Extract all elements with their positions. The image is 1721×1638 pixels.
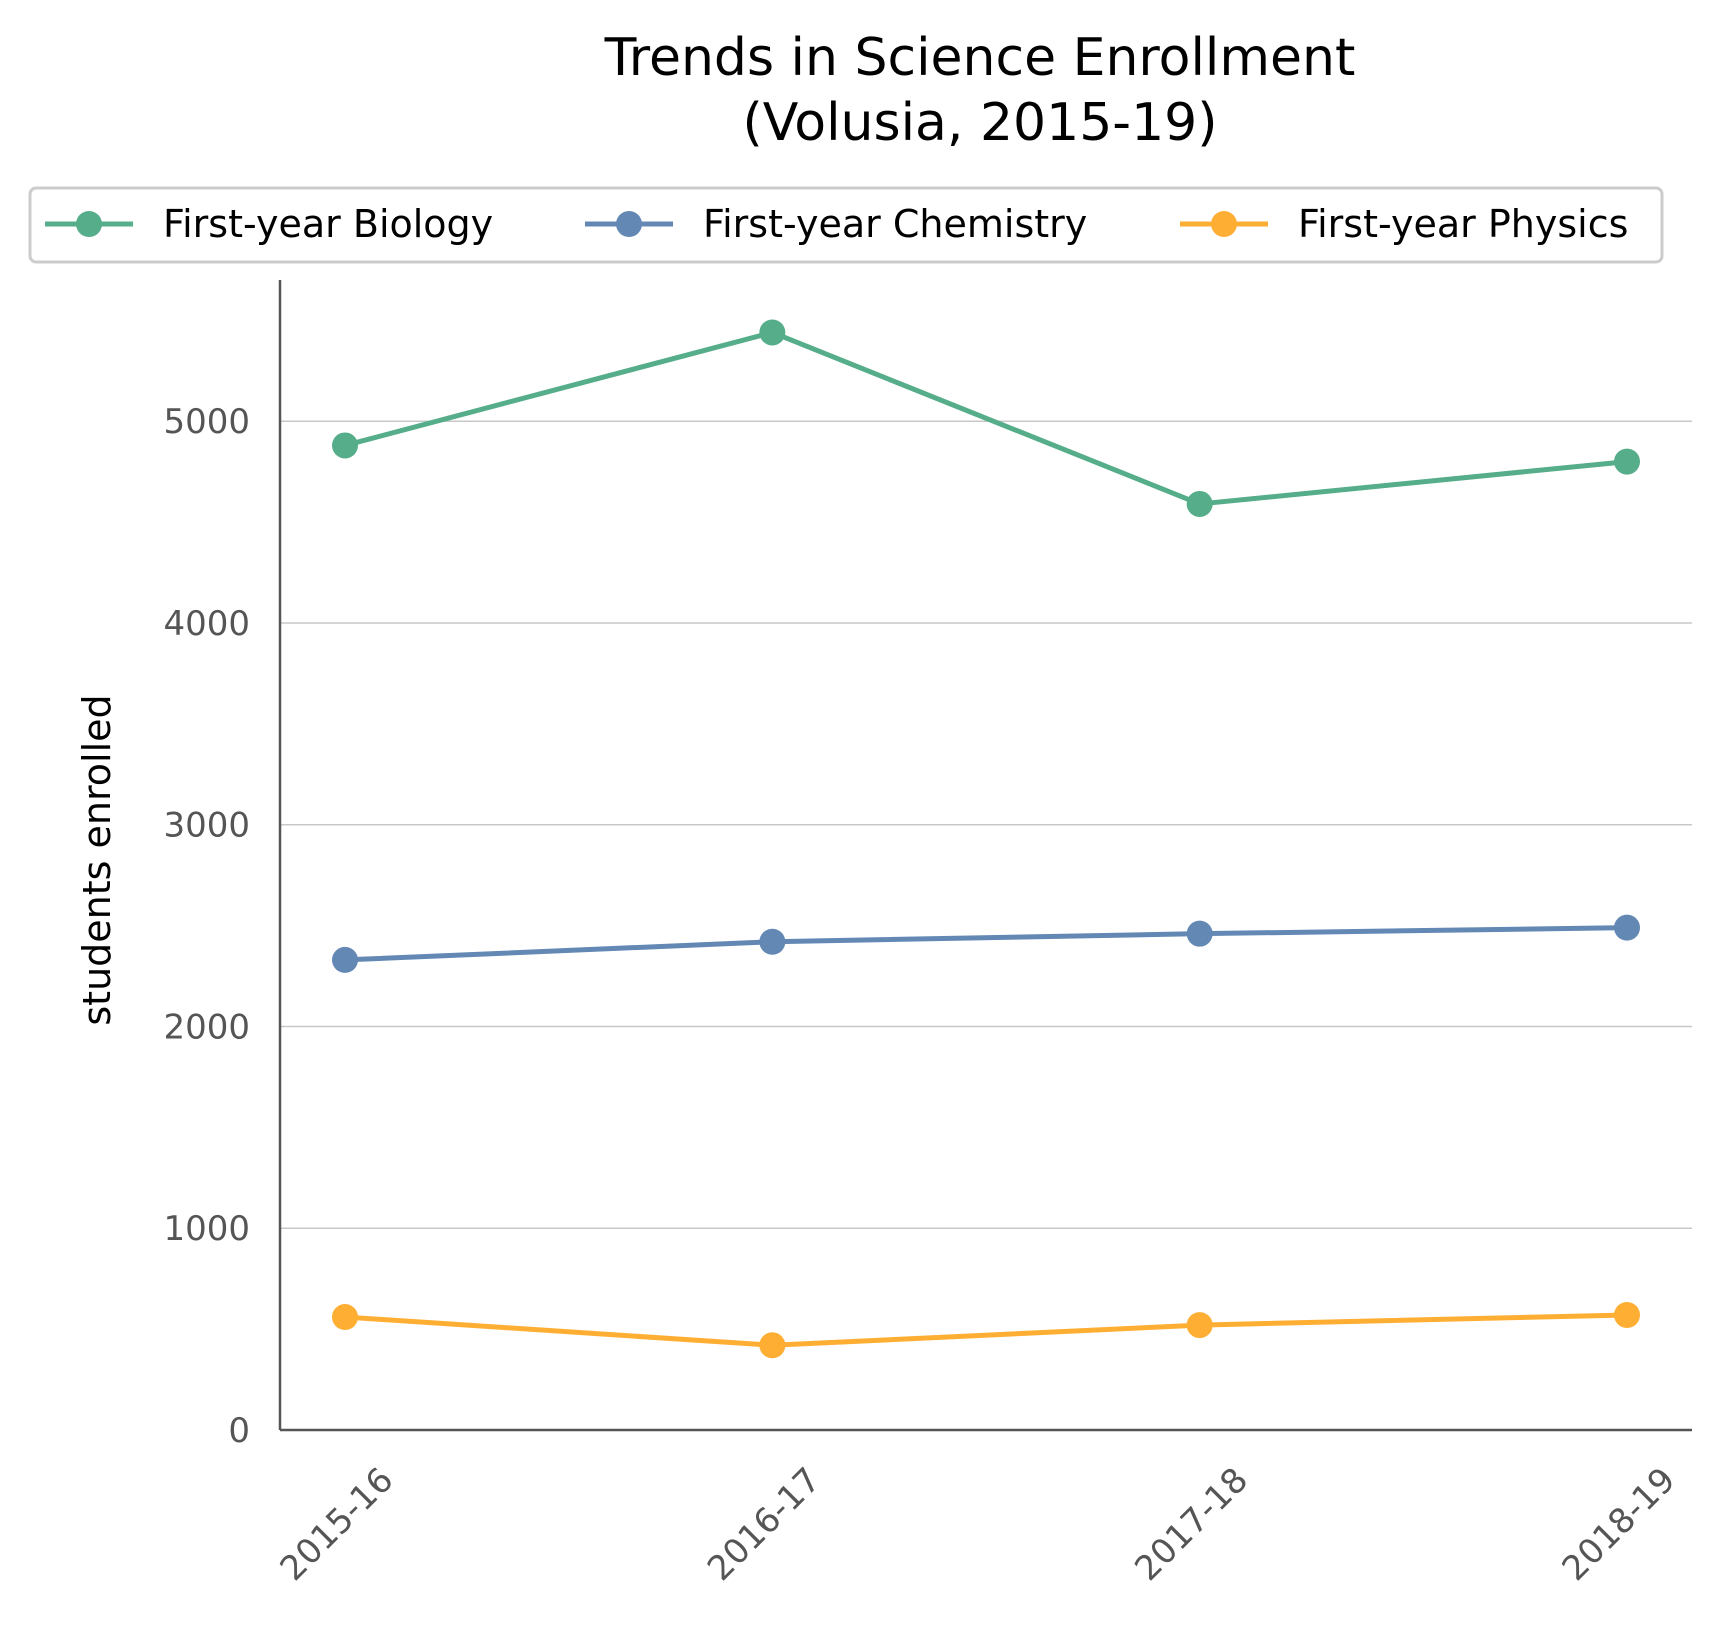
data-point [332,1304,358,1331]
x-tick-label: 2017-18 [1127,1460,1256,1589]
legend-label: First-year Chemistry [703,202,1087,246]
data-point [332,432,358,459]
data-point [1186,1312,1213,1339]
x-tick-label: 2016-17 [700,1460,829,1589]
series-line [344,329,1628,507]
data-point [1614,1302,1640,1328]
y-tick-label: 1000 [163,1209,250,1249]
chart-title-line-2: (Volusia, 2015-19) [742,93,1217,153]
data-point [1186,490,1213,517]
series-first-year-physics [332,1302,1640,1359]
series-line [344,925,1628,963]
y-axis-label: students enrolled [75,694,119,1025]
x-tick-label: 2015-16 [273,1460,402,1589]
series-group [332,319,1640,1359]
legend-label: First-year Biology [163,202,493,246]
y-tick-label: 5000 [163,402,250,442]
data-point [332,946,358,973]
legend-marker [1211,211,1237,237]
data-point [1614,448,1640,475]
data-point [759,319,786,346]
y-tick-label: 4000 [163,604,250,644]
data-point [759,928,786,955]
legend: First-year Biology First-year Chemistry Fi… [28,186,1664,264]
grid-lines [280,420,1692,1229]
series-first-year-biology [332,319,1640,517]
y-tick-label: 3000 [163,806,250,846]
data-point [1186,920,1213,947]
series-line [344,1312,1628,1348]
data-point [1614,914,1640,941]
legend-marker [616,211,642,237]
legend-marker [76,211,102,237]
legend-label: First-year Physics [1298,202,1628,246]
legend-entry: First-year Physics [1180,202,1628,246]
chart-title-group: Trends in Science Enrollment(Volusia, 20… [604,28,1356,153]
series-first-year-chemistry [332,914,1640,973]
axes [278,280,1692,1432]
x-tick-label: 2018-19 [1555,1460,1684,1589]
legend-box [28,186,1664,264]
legend-entry: First-year Biology [45,202,493,246]
legend-entry: First-year Chemistry [585,202,1087,246]
chart-title-line-1: Trends in Science Enrollment [604,28,1356,88]
y-tick-label: 2000 [163,1007,250,1047]
data-point [759,1332,786,1359]
axis-labels: 0 1000 2000 3000 4000 5000 2015-16 2016-17 2017-… [75,402,1683,1589]
y-tick-label: 0 [228,1411,250,1451]
